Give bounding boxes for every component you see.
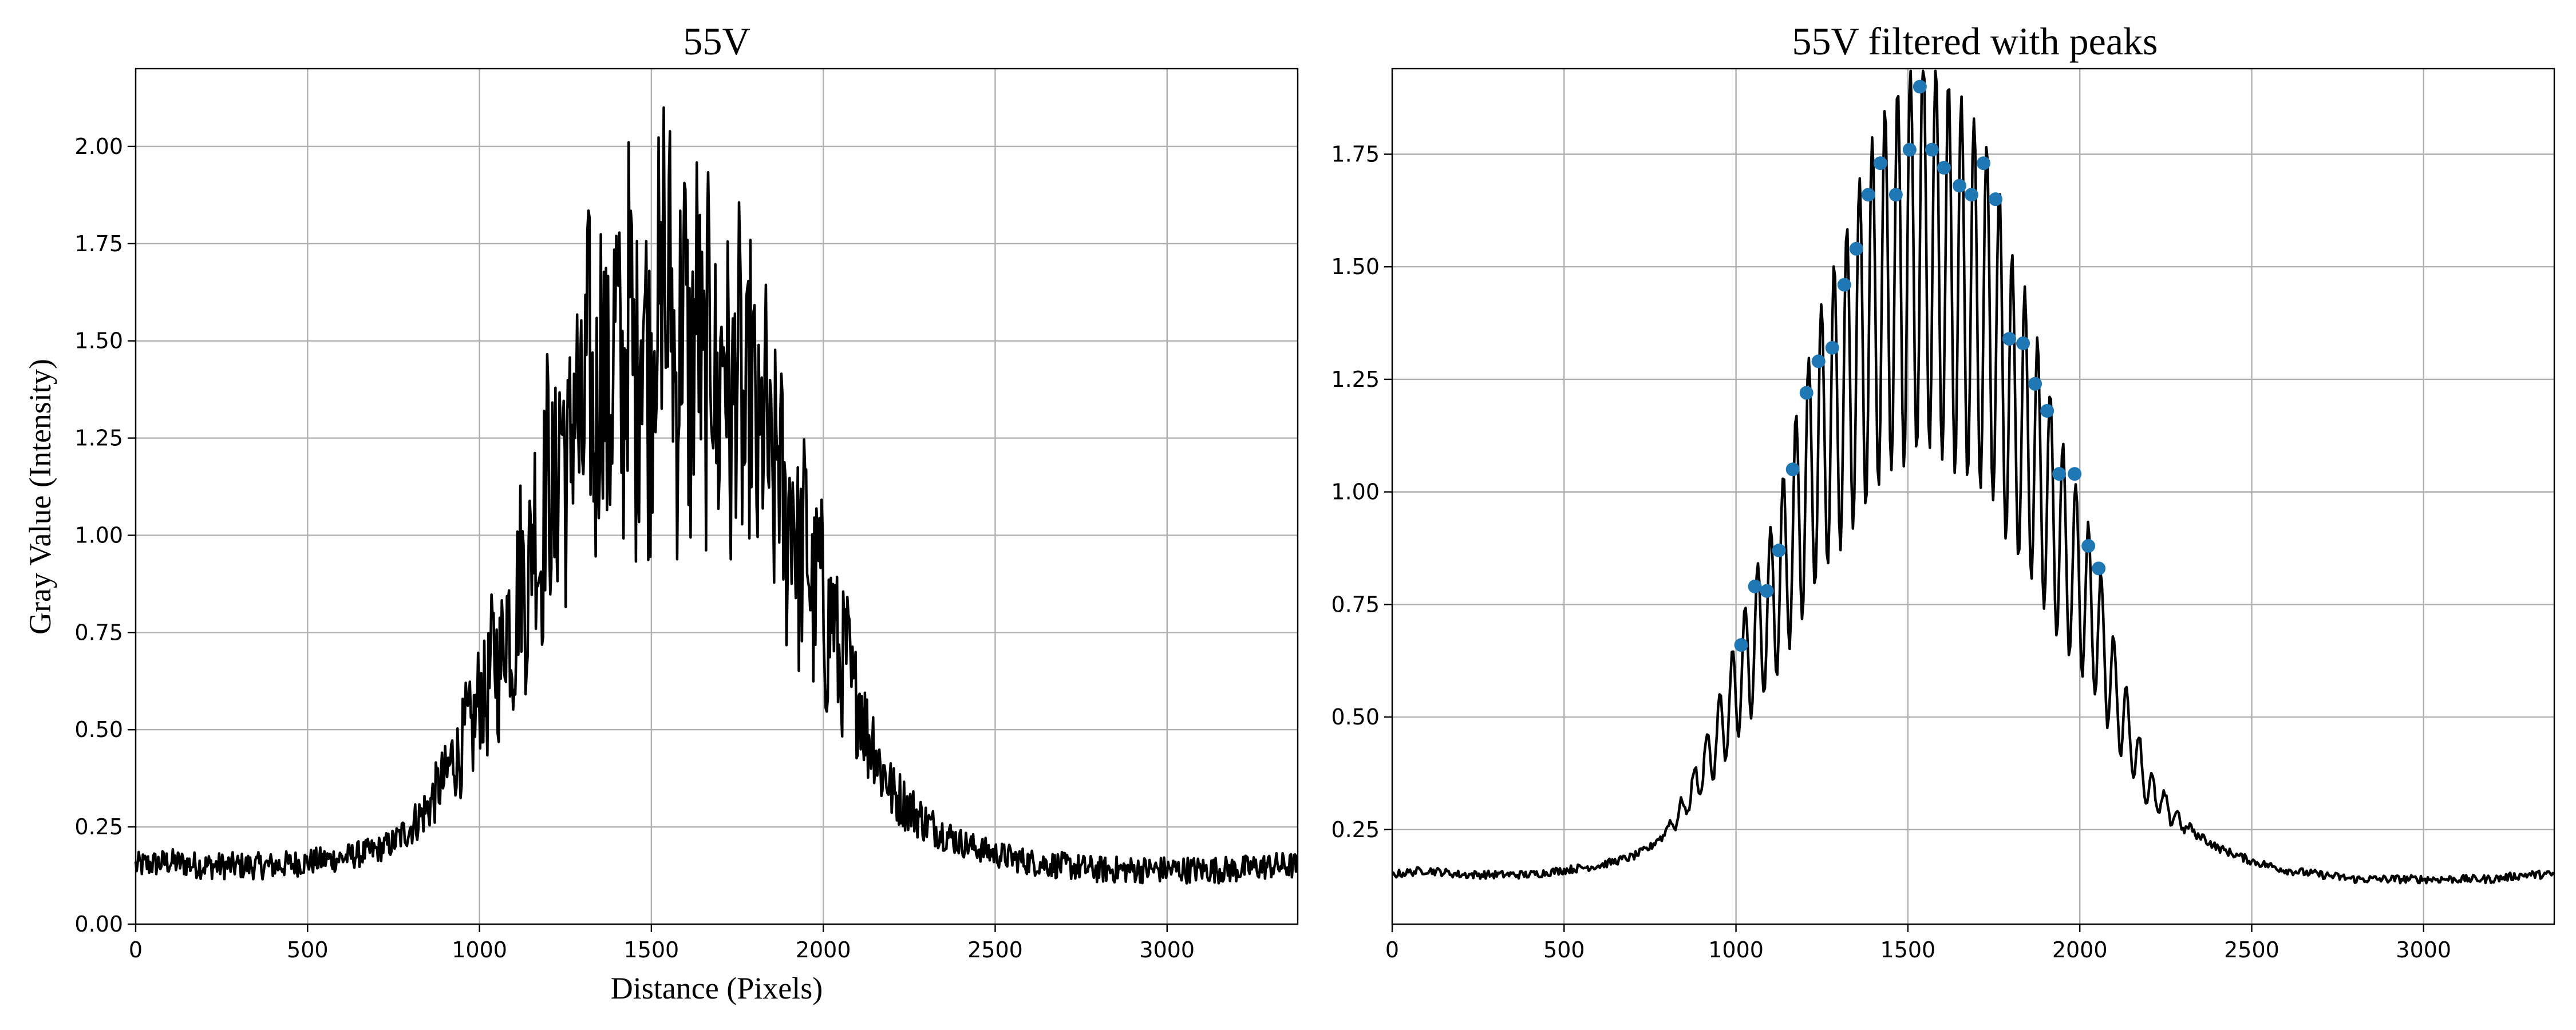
y-tick-label: 1.75 [1331,142,1380,167]
plot-area-right [1391,69,2555,885]
x-tick-label: 1500 [1880,937,1936,962]
peak-marker [1913,80,1927,94]
x-axis-label-left: Distance (Pixels) [611,971,823,1005]
y-tick-label: 1.75 [74,231,123,256]
peak-marker [1964,188,1978,202]
y-tick-label: 1.00 [1331,480,1380,505]
peak-marker [2092,561,2106,576]
peak-marker [2040,404,2055,418]
peak-marker [1837,278,1851,292]
peak-marker [1849,241,1863,256]
x-tick-label: 0 [129,937,143,962]
y-tick-label: 1.50 [74,328,123,354]
x-tick-label: 3000 [1139,937,1195,962]
y-tick-label: 0.25 [74,814,123,839]
peak-marker [1799,386,1814,400]
x-tick-label: 1500 [624,937,679,962]
y-tick-label: 0.75 [1331,592,1380,617]
peak-marker [1861,188,1875,202]
x-tick-label: 2500 [967,937,1023,962]
axes-frame-left [135,68,1299,925]
peak-marker [1785,462,1800,477]
peak-marker [1937,161,1951,175]
peak-marker [2052,467,2067,481]
y-tick-label: 1.50 [1331,254,1380,279]
series-line [134,106,1299,885]
peak-marker [1748,579,1762,593]
peak-marker [2081,539,2096,553]
y-tick-label: 1.00 [74,522,123,548]
y-tick-label: 0.00 [74,912,123,937]
peak-marker [1760,584,1774,598]
peak-marker [1977,156,1991,171]
peak-marker [1989,192,2003,207]
peak-marker [1925,142,1939,157]
x-tick-label: 500 [1543,937,1585,962]
chart-title-right: 55V filtered with peaks [1792,19,2158,63]
peak-marker [1772,543,1786,557]
peak-marker [1902,142,1917,157]
x-tick-label: 3000 [2396,937,2451,962]
y-axis-label-left: Gray Value (Intensity) [23,359,57,635]
y-tick-label: 1.25 [1331,367,1380,392]
y-tick-label: 0.50 [74,717,123,742]
y-tick-label: 0.25 [1331,817,1380,842]
x-tick-label: 2500 [2224,937,2279,962]
grid-left [135,69,1298,925]
ticks-left: 0 500 1000 1500 2000 2500 3000 0.00 0.25 0.50 0.75… [74,134,1195,962]
chart-panel-left: 55V Distance (Pixels) Gray Value (Intens… [23,19,1299,1005]
peak-marker [2016,336,2030,350]
x-tick-label: 2000 [796,937,851,962]
peak-marker [1734,638,1748,652]
x-tick-label: 1000 [452,937,507,962]
peak-marker [1873,156,1887,171]
ticks-right: 0 500 1000 1500 2000 2500 3000 0.25 0.50 0.75 1.00… [1331,142,2451,963]
peak-marker [1952,179,1966,193]
x-tick-label: 0 [1385,937,1399,962]
y-tick-label: 1.25 [74,426,123,451]
chart-title-left: 55V [683,19,750,63]
peak-marker [1825,340,1839,355]
x-tick-label: 500 [287,937,329,962]
peak-marker [1811,354,1826,369]
peak-marker [1888,188,1903,202]
chart-panel-right: 55V filtered with peaks 0 500 1000 1500 2000… [1331,19,2555,963]
y-tick-label: 0.50 [1331,704,1380,730]
y-tick-label: 2.00 [74,134,123,159]
plot-area-left [134,106,1299,885]
series-line [1391,69,2555,885]
peak-marker [2028,377,2042,391]
x-tick-label: 2000 [2052,937,2108,962]
x-tick-label: 1000 [1708,937,1764,962]
peak-marker [2068,467,2082,481]
axes-frame-right [1391,68,2555,925]
y-tick-label: 0.75 [74,620,123,645]
peak-marker [2002,332,2017,346]
